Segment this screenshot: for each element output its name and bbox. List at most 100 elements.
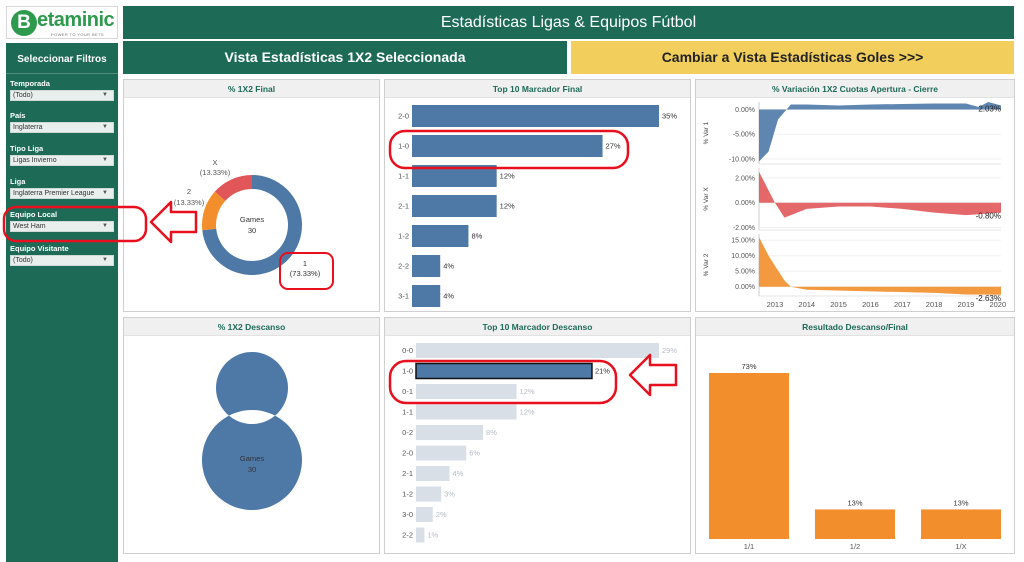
donut-center-value: 30 xyxy=(248,226,256,235)
series-end-label: -0.80% xyxy=(976,212,1001,221)
filter-label: País xyxy=(10,111,26,120)
highlight-annotation xyxy=(388,129,630,170)
bar-value-label: 4% xyxy=(443,262,454,271)
filter-dropdown-equipo-local[interactable]: West Ham ▼ xyxy=(10,221,114,232)
bar-value-label: 1% xyxy=(427,531,438,540)
slice-pct-2: (13.33%) xyxy=(174,198,205,207)
filter-dropdown-tipo-liga[interactable]: Ligas Invierno ▼ xyxy=(10,155,114,166)
bar xyxy=(416,527,425,543)
bar xyxy=(416,466,450,481)
bar xyxy=(416,425,484,440)
y-tick-label: -2.00% xyxy=(733,225,755,232)
bar-value-label: 13% xyxy=(847,498,862,507)
bar xyxy=(921,509,1001,539)
x-tick-label: 2013 xyxy=(767,300,784,309)
series-axis-label: % Var X xyxy=(703,187,710,211)
bar-value-label: 73% xyxy=(741,362,756,371)
logo-circle: B xyxy=(11,10,37,36)
filter-dropdown-liga[interactable]: Inglaterra Premier League ▼ xyxy=(10,188,114,199)
bar-value-label: 4% xyxy=(443,292,454,301)
bar-value-label: 8% xyxy=(486,428,497,437)
slice-label-x: X xyxy=(212,158,217,167)
donut-slices xyxy=(202,175,302,275)
bar-value-label: 2% xyxy=(436,510,447,519)
chevron-down-icon: ▼ xyxy=(102,190,108,196)
bar-category-label: 0-2 xyxy=(402,428,413,437)
x-tick-label: 2018 xyxy=(926,300,943,309)
bar xyxy=(412,195,497,217)
y-tick-label: -5.00% xyxy=(733,132,755,139)
dropdown-value: Inglaterra xyxy=(13,124,43,131)
switch-view-button[interactable]: Cambiar a Vista Estadísticas Goles >>> xyxy=(571,41,1014,74)
x-tick-label: 2015 xyxy=(830,300,847,309)
donut-slice xyxy=(214,175,252,201)
logo-word: etaminic xyxy=(37,9,115,31)
current-view-button[interactable]: Vista Estadísticas 1X2 Seleccionada xyxy=(123,41,567,74)
bar-category-label: 1/2 xyxy=(850,542,860,551)
dropdown-value: (Todo) xyxy=(13,257,33,264)
bar xyxy=(412,105,659,127)
chevron-down-icon: ▼ xyxy=(102,223,108,229)
donut-slices xyxy=(201,352,302,510)
bar-category-label: 2-2 xyxy=(398,262,409,271)
y-tick-label: 10.00% xyxy=(731,253,755,260)
y-tick-label: 0.00% xyxy=(735,284,755,291)
bar-value-label: 8% xyxy=(471,232,482,241)
page-title: Estadísticas Ligas & Equipos Fútbol xyxy=(123,6,1014,39)
donut-1x2-final: Games 30 X (13.33%) 2 (13.33%) 1 (73.33%… xyxy=(174,158,334,290)
x-tick-label: 2016 xyxy=(862,300,879,309)
bar-value-label: 12% xyxy=(500,202,515,211)
bar-category-label: 2-2 xyxy=(402,531,413,540)
filter-label: Equipo Local xyxy=(10,210,58,219)
series-axis-label: % Var 2 xyxy=(703,253,710,276)
chevron-down-icon: ▼ xyxy=(102,157,108,163)
chevron-down-icon: ▼ xyxy=(102,257,108,263)
series-end-label: -2.63% xyxy=(976,294,1001,303)
dropdown-value: Ligas Invierno xyxy=(13,157,57,164)
y-tick-label: 15.00% xyxy=(731,238,755,245)
filter-label: Temporada xyxy=(10,79,50,88)
filter-label: Tipo Liga xyxy=(10,144,44,153)
bar xyxy=(416,343,659,358)
bar xyxy=(416,445,467,461)
filter-dropdown-equipo-visitante[interactable]: (Todo) ▼ xyxy=(10,255,114,266)
dropdown-value: Inglaterra Premier League xyxy=(13,190,95,197)
y-tick-label: 2.00% xyxy=(735,175,755,182)
filter-dropdown-temporada[interactable]: (Todo) ▼ xyxy=(10,90,114,101)
bar xyxy=(416,404,517,420)
bar-value-label: 12% xyxy=(520,387,535,396)
bar-category-label: 2-0 xyxy=(398,112,409,121)
x-tick-label: 2014 xyxy=(798,300,815,309)
donut-slice xyxy=(202,191,226,231)
bar-category-label: 3-1 xyxy=(398,292,409,301)
bar-value-label: 12% xyxy=(520,408,535,417)
panel-title: % Variación 1X2 Cuotas Apertura - Cierre xyxy=(696,80,1014,98)
y-tick-label: 5.00% xyxy=(735,269,755,276)
filter-equipo-local: Equipo Local West Ham ▼ xyxy=(10,210,114,232)
filter-liga: Liga Inglaterra Premier League ▼ xyxy=(10,177,114,199)
panel-variation: % Variación 1X2 Cuotas Apertura - Cierre… xyxy=(695,79,1015,312)
bar-value-label: 3% xyxy=(444,490,455,499)
bar-category-label: 1-0 xyxy=(402,367,413,376)
bar-value-label: 27% xyxy=(606,142,621,151)
bar xyxy=(416,507,433,522)
donut-center-value: 30 xyxy=(248,465,256,474)
dropdown-value: West Ham xyxy=(13,223,46,230)
bar-category-label: 1-1 xyxy=(402,408,413,417)
area-chart-variation: 0.00% -5.00% -10.00% % Var 1 2.03% 2.00% 0.00%… xyxy=(703,102,1006,309)
filter-equipo-visitante: Equipo Visitante (Todo) ▼ xyxy=(10,244,114,266)
panel-1x2-descanso: % 1X2 Descanso Games 30 xyxy=(123,317,380,554)
bar-value-label: 13% xyxy=(953,498,968,507)
y-tick-label: 0.00% xyxy=(735,200,755,207)
bar xyxy=(412,165,497,187)
chevron-down-icon: ▼ xyxy=(102,92,108,98)
bar-category-label: 1-2 xyxy=(402,490,413,499)
filter-dropdown-pais[interactable]: Inglaterra ▼ xyxy=(10,122,114,133)
bar-chart-top10-final: 2-0 35% 1-0 27% 1-1 12% 2-1 12% 1-2 8% 2-2 4% 3-1 4% xyxy=(388,105,677,307)
slice-label-2: 2 xyxy=(187,187,191,196)
sidebar-divider xyxy=(6,73,118,74)
bar-value-label: 12% xyxy=(500,172,515,181)
series-end-label: 2.03% xyxy=(978,104,1001,113)
area-series xyxy=(759,102,1001,162)
filter-tipo-liga: Tipo Liga Ligas Invierno ▼ xyxy=(10,144,114,166)
